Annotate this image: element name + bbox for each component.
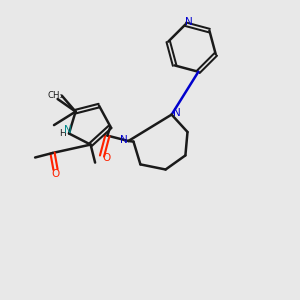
Text: O: O: [51, 169, 60, 179]
Text: N: N: [64, 125, 71, 135]
Text: H: H: [59, 129, 66, 138]
Text: CH₃: CH₃: [47, 92, 63, 100]
Text: N: N: [172, 108, 180, 118]
Text: O: O: [103, 153, 111, 164]
Text: N: N: [185, 17, 193, 27]
Text: N: N: [120, 135, 128, 145]
